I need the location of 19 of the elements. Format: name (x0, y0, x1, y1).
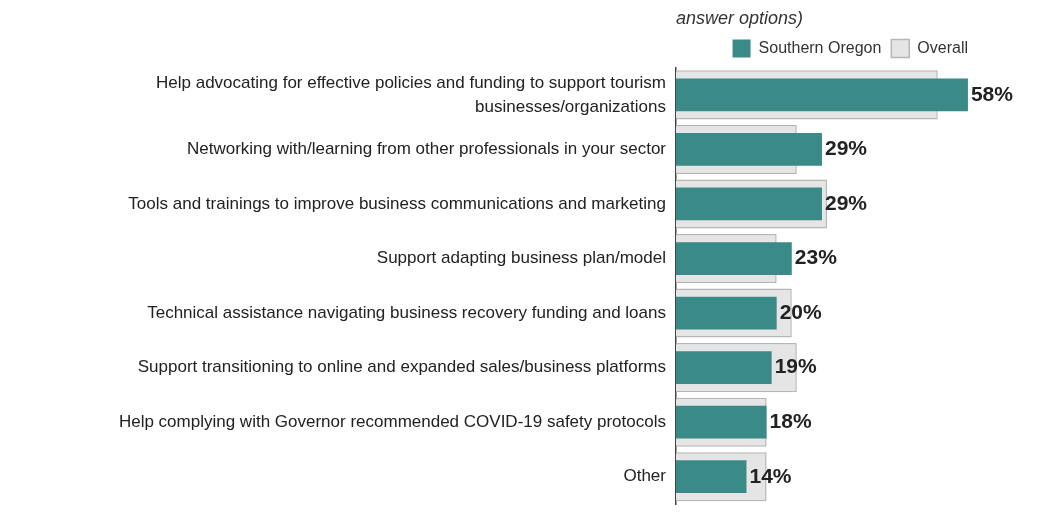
y-tick-label: Help advocating for effective policies and funding to support tourism businesses/organizations (156, 72, 666, 116)
y-tick-label: Technical assistance navigating business recovery funding and loans (147, 302, 666, 322)
data-label: 29% (824, 136, 868, 160)
legend-label: Overall (917, 39, 969, 57)
data-label: 29% (824, 190, 868, 214)
data-label: 19% (774, 354, 817, 378)
data-label: 18% (769, 408, 812, 432)
y-tick-label: Support adapting business plan/model (376, 248, 666, 268)
y-tick-label: Tools and trainings to improve business communications and marketing (128, 193, 666, 213)
data-label: 20% (779, 299, 823, 323)
y-tick-label: Support transitioning to online and expanded sales/business platforms (137, 357, 666, 377)
y-tick-label: Networking with/learning from other professionals in your sector (186, 139, 667, 159)
y-tick-label: Other (623, 466, 667, 486)
data-label: 23% (794, 245, 838, 269)
legend-label: Southern Oregon (758, 39, 882, 57)
y-tick-label: Help complying with Governor recommended COVID-19 safety protocols (118, 411, 666, 431)
data-label: 58% (970, 81, 1014, 105)
chart-title: answer options) (676, 7, 804, 28)
data-label: 14% (749, 463, 792, 487)
